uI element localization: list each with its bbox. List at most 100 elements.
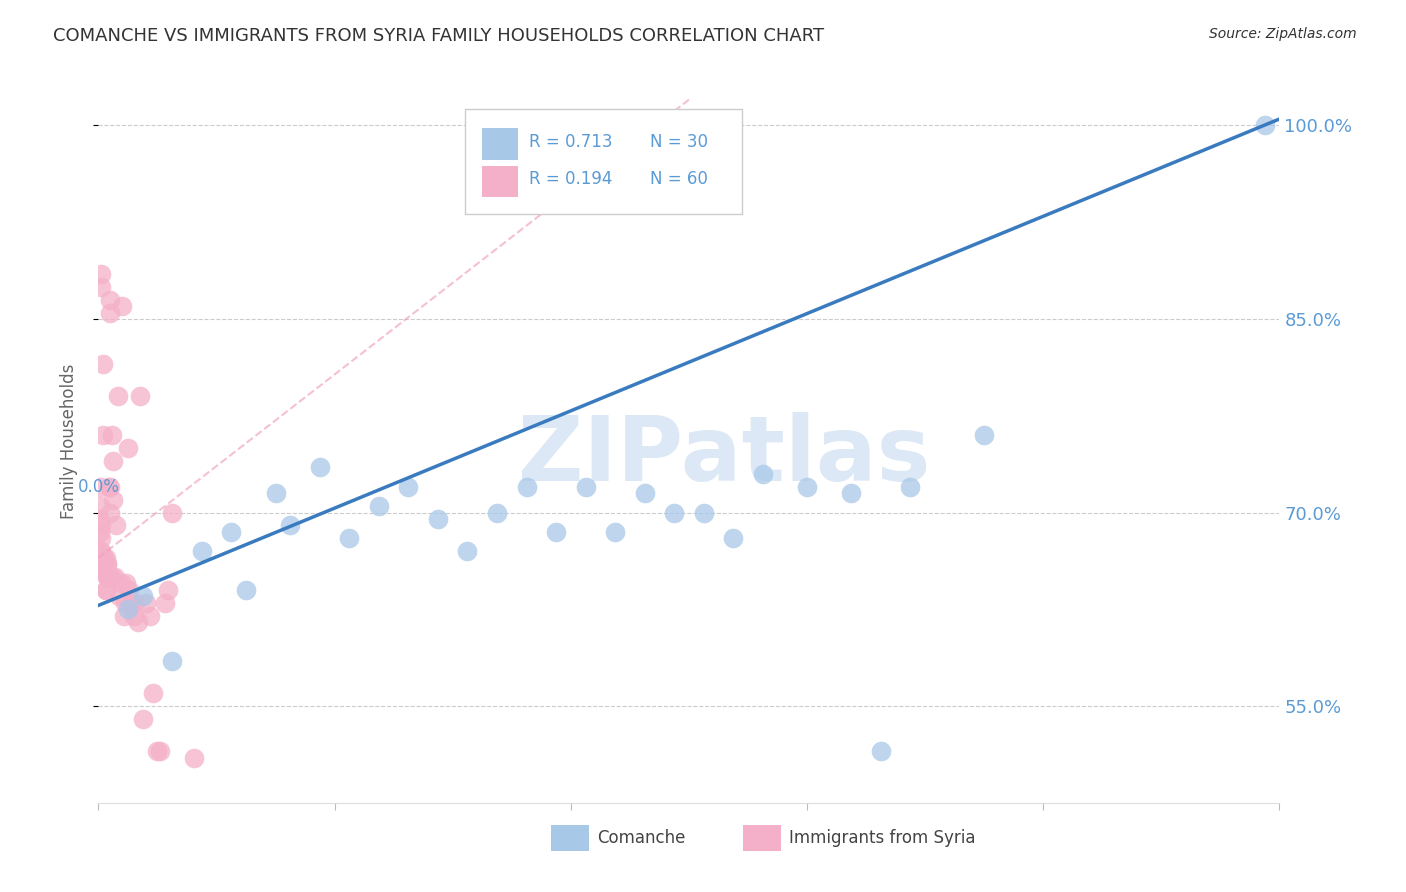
- Point: [114, 596, 136, 610]
- Point: [98, 480, 121, 494]
- Point: [221, 524, 243, 539]
- Point: [427, 512, 450, 526]
- Point: [90, 267, 112, 281]
- Point: [398, 480, 420, 494]
- Point: [94, 582, 117, 597]
- Point: [156, 582, 179, 597]
- Point: [122, 608, 145, 623]
- Point: [100, 570, 122, 584]
- Point: [128, 389, 150, 403]
- Point: [153, 596, 176, 610]
- FancyBboxPatch shape: [744, 825, 782, 851]
- Point: [104, 570, 127, 584]
- FancyBboxPatch shape: [464, 109, 742, 214]
- Point: [91, 428, 114, 442]
- Point: [146, 744, 169, 758]
- Text: Comanche: Comanche: [596, 830, 685, 847]
- Point: [98, 506, 121, 520]
- Point: [115, 576, 138, 591]
- Point: [183, 750, 205, 764]
- Point: [89, 524, 111, 539]
- Point: [162, 654, 183, 668]
- Point: [91, 357, 114, 371]
- FancyBboxPatch shape: [551, 825, 589, 851]
- Point: [91, 550, 114, 565]
- Point: [309, 460, 332, 475]
- Point: [89, 544, 111, 558]
- Text: Immigrants from Syria: Immigrants from Syria: [789, 830, 976, 847]
- Text: R = 0.713: R = 0.713: [530, 133, 613, 151]
- Point: [132, 712, 155, 726]
- Point: [89, 499, 111, 513]
- Point: [90, 518, 112, 533]
- Point: [142, 686, 165, 700]
- Text: R = 0.194: R = 0.194: [530, 170, 613, 188]
- Point: [235, 582, 257, 597]
- Point: [162, 506, 183, 520]
- Point: [111, 299, 134, 313]
- Point: [105, 518, 128, 533]
- Point: [97, 570, 120, 584]
- Point: [117, 602, 139, 616]
- Point: [664, 506, 686, 520]
- Point: [96, 557, 118, 571]
- Point: [280, 518, 302, 533]
- FancyBboxPatch shape: [482, 166, 517, 197]
- Point: [117, 441, 139, 455]
- Text: COMANCHE VS IMMIGRANTS FROM SYRIA FAMILY HOUSEHOLDS CORRELATION CHART: COMANCHE VS IMMIGRANTS FROM SYRIA FAMILY…: [53, 27, 824, 45]
- FancyBboxPatch shape: [482, 128, 517, 160]
- Point: [93, 550, 115, 565]
- Point: [94, 550, 117, 565]
- Text: 0.0%: 0.0%: [77, 478, 120, 496]
- Text: Source: ZipAtlas.com: Source: ZipAtlas.com: [1209, 27, 1357, 41]
- Point: [94, 564, 117, 578]
- Point: [339, 531, 361, 545]
- Point: [486, 506, 509, 520]
- Text: N = 60: N = 60: [650, 170, 707, 188]
- Point: [796, 480, 818, 494]
- Point: [90, 531, 112, 545]
- Point: [93, 564, 115, 578]
- Point: [723, 531, 745, 545]
- Point: [575, 480, 598, 494]
- Point: [139, 608, 162, 623]
- Point: [1254, 119, 1277, 133]
- Point: [89, 512, 111, 526]
- Point: [191, 544, 214, 558]
- Point: [124, 596, 146, 610]
- Text: ZIPatlas: ZIPatlas: [519, 412, 931, 500]
- Point: [96, 557, 118, 571]
- Point: [516, 480, 538, 494]
- Point: [96, 570, 118, 584]
- Point: [90, 279, 112, 293]
- Point: [94, 582, 117, 597]
- Point: [605, 524, 627, 539]
- Point: [132, 590, 155, 604]
- Point: [546, 524, 568, 539]
- Point: [107, 389, 129, 403]
- Point: [103, 492, 125, 507]
- Point: [870, 744, 893, 758]
- Point: [752, 467, 775, 481]
- Point: [120, 596, 142, 610]
- Text: N = 30: N = 30: [650, 133, 709, 151]
- Point: [264, 486, 287, 500]
- Point: [97, 480, 120, 494]
- Y-axis label: Family Households: Family Households: [59, 364, 77, 519]
- Point: [97, 570, 120, 584]
- Point: [368, 499, 391, 513]
- Point: [149, 744, 172, 758]
- Point: [89, 480, 111, 494]
- Point: [841, 486, 863, 500]
- Point: [135, 596, 157, 610]
- Point: [98, 305, 121, 319]
- Point: [457, 544, 479, 558]
- Point: [110, 576, 132, 591]
- Point: [693, 506, 716, 520]
- Point: [112, 608, 135, 623]
- Point: [973, 428, 995, 442]
- Point: [127, 615, 149, 630]
- Point: [634, 486, 657, 500]
- Point: [90, 544, 112, 558]
- Point: [103, 454, 125, 468]
